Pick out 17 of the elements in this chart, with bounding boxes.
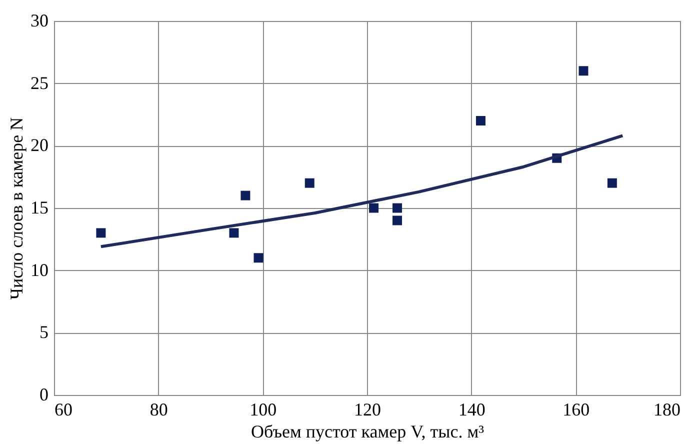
y-tick-label: 5 — [40, 322, 48, 342]
y-tick-label: 0 — [40, 384, 48, 404]
x-axis-title: Объем пустот камер V, тыс. м³ — [250, 422, 485, 442]
y-tick-label: 20 — [30, 135, 48, 156]
y-tick-label: 30 — [30, 10, 48, 30]
x-tick-label: 100 — [250, 400, 277, 420]
x-tick-label: 140 — [458, 400, 486, 420]
x-tick-label: 60 — [54, 400, 72, 420]
x-tick-label: 160 — [562, 400, 590, 420]
x-tick-label: 180 — [654, 400, 680, 420]
y-tick-label: 15 — [30, 198, 48, 218]
line-series — [99, 134, 624, 248]
y-tick-label: 10 — [30, 260, 48, 280]
y-axis-title: Число слоев в камере N — [6, 117, 26, 300]
x-tick-label: 120 — [354, 400, 381, 420]
x-tick-label: 80 — [150, 400, 168, 420]
y-tick-label: 25 — [30, 72, 48, 93]
